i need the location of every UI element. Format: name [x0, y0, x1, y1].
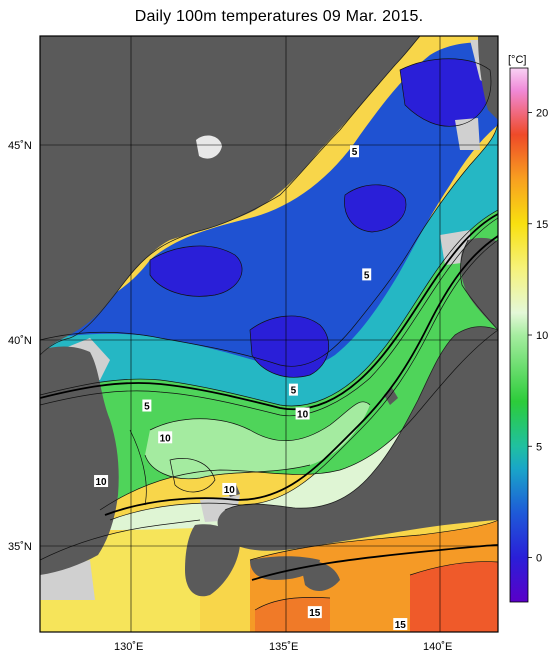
hot-pacific-region-west: [255, 597, 330, 632]
contour-labels: 5 5 5 5 10 10 10 10 15 15: [94, 145, 408, 631]
kii-peninsula-land: [300, 560, 340, 592]
coldest-core-west: [150, 245, 243, 297]
map-frame: [39, 35, 499, 633]
contour-label-bg: [393, 618, 408, 631]
contour-label: 10: [224, 485, 236, 496]
contour-label-bg: [288, 383, 298, 396]
lon-label-140: 140˚E: [423, 641, 452, 653]
latitude-labels: 45˚N 40˚N 35˚N: [8, 140, 32, 553]
lat-label-40: 40˚N: [8, 335, 32, 347]
inland-lake: [196, 135, 222, 159]
contour-label-bg: [349, 145, 359, 158]
light-green-patch: [145, 401, 370, 479]
contour-label: 5: [352, 147, 358, 158]
asian-continent-land: [40, 36, 420, 355]
coldest-core-north: [400, 58, 491, 127]
contour-label: 5: [364, 270, 370, 281]
coldest-core-east: [344, 184, 406, 232]
kyushu-land: [185, 524, 240, 597]
lat-label-35: 35˚N: [8, 541, 32, 553]
lon-label-135: 135˚E: [269, 641, 298, 653]
contour-label: 5: [291, 386, 297, 397]
colorbar-tick-label: 15: [536, 219, 548, 231]
map-title: Daily 100m temperatures 09 Mar. 2015.: [134, 8, 424, 25]
colorbar-tick-label: 20: [536, 108, 548, 120]
land-areas: [40, 36, 498, 597]
colorbar-unit: [°C]: [508, 54, 526, 66]
colorbar-ticks: 20 15 10 5 0: [528, 108, 548, 565]
colorbar-tick-label: 5: [536, 441, 542, 453]
map-panel: 5 5 5 5 10 10 10 10 15 15: [40, 36, 498, 632]
lat-label-45: 45˚N: [8, 140, 32, 152]
colorbar: [°C] 20 15 10 5 0: [508, 54, 548, 603]
honshu-land: [217, 326, 498, 551]
graticule: [40, 36, 498, 632]
contour-label-bg: [142, 399, 152, 412]
contour-label-bg: [94, 475, 109, 488]
contour-label-bg: [295, 407, 310, 420]
contour-label: 10: [297, 409, 309, 420]
colorbar-tick-label: 0: [536, 553, 542, 565]
contour-label: 10: [96, 477, 108, 488]
contour-label: 5: [144, 402, 150, 413]
hot-pacific-region: [410, 561, 498, 632]
sakhalin-land: [478, 36, 498, 120]
lon-label-130: 130˚E: [114, 641, 143, 653]
longitude-labels: 130˚E 135˚E 140˚E: [114, 641, 452, 653]
contour-label: 15: [309, 608, 321, 619]
contour-label-bg: [362, 268, 372, 281]
coastline-outlines: [40, 36, 498, 511]
contour-label: 10: [160, 433, 172, 444]
korean-peninsula-land: [40, 346, 119, 575]
colorbar-tick-label: 10: [536, 330, 548, 342]
contour-label: 15: [395, 620, 407, 631]
contour-label-bg: [222, 482, 237, 495]
colorbar-scale: [509, 67, 529, 603]
contour-label-bg: [307, 606, 322, 619]
cyan-transition-band: [40, 120, 498, 406]
cold-basin-region: [40, 42, 498, 369]
isotherm-lines: [40, 58, 498, 611]
contour-label-bg: [158, 431, 173, 444]
